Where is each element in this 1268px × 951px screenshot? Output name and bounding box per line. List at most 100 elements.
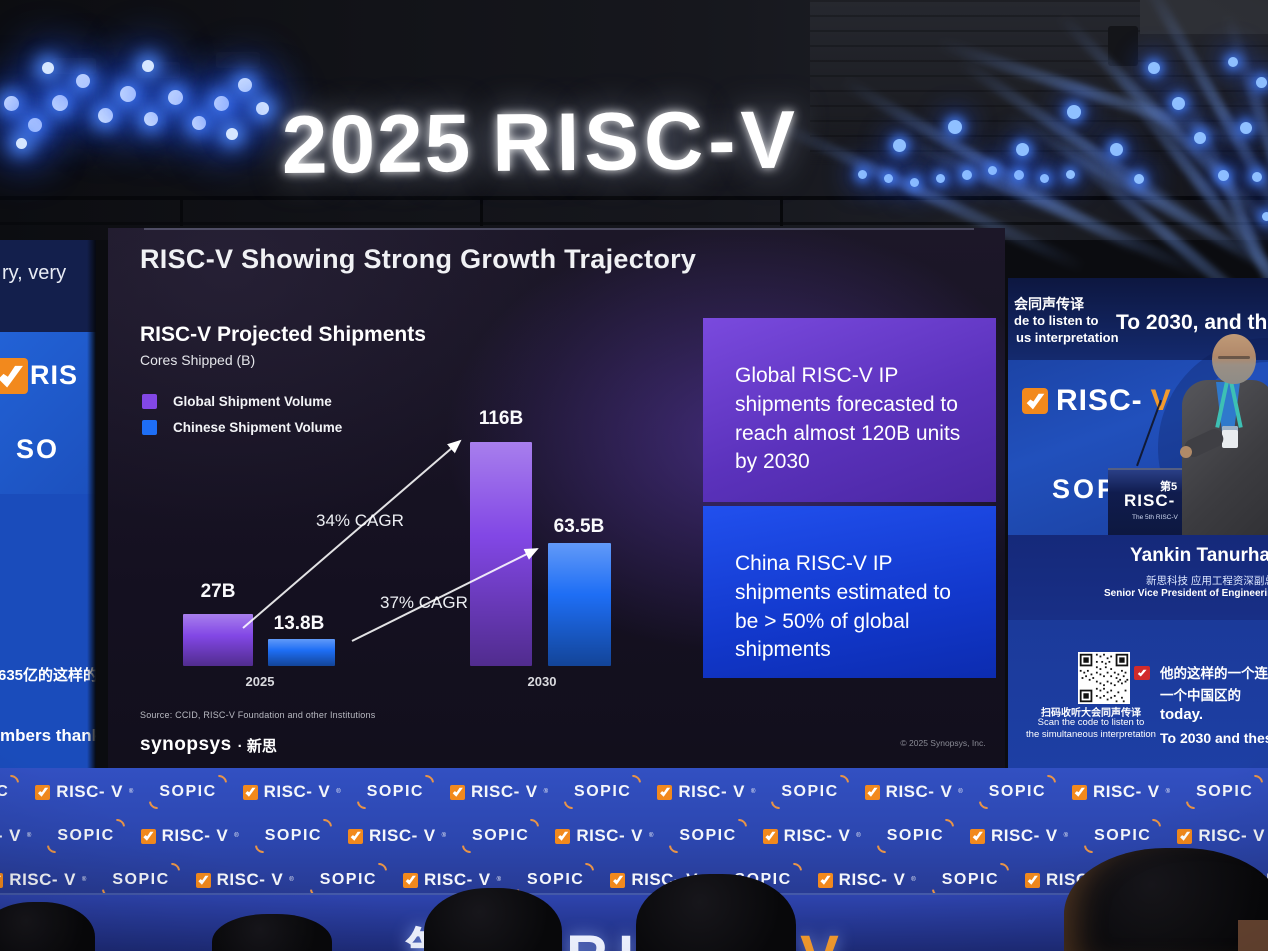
sopic-logo: SOPIC	[560, 771, 645, 813]
sopic-logo: SOPIC	[306, 859, 391, 901]
qr-code	[1078, 652, 1130, 704]
riscv-icon	[817, 872, 833, 888]
stage-light	[1040, 174, 1049, 183]
live-caption: To 2030, and these	[1116, 311, 1268, 334]
transcript-en1: today.	[1160, 706, 1204, 723]
riscv-icon	[970, 828, 986, 844]
synopsys-wordmark: synopsys	[140, 734, 232, 755]
light-fixture	[52, 58, 96, 74]
stage-light	[1194, 132, 1206, 144]
feed-sopic-fragment: SOP	[1052, 474, 1119, 504]
riscv-icon	[242, 784, 258, 800]
stage-light	[910, 178, 919, 187]
left-caption-mid: 635亿的这样的	[0, 667, 96, 684]
riscv-icon	[1072, 784, 1088, 800]
interp-caption-en2: us interpretation	[1016, 330, 1119, 345]
legend-item-china: Chinese Shipment Volume	[142, 420, 342, 435]
bar-global-2025	[183, 614, 253, 666]
annotation-37-cagr: 37% CAGR	[380, 593, 468, 612]
riscv-logo: RISC-V®	[35, 782, 133, 802]
riscv-logo: RISC-V®	[1072, 782, 1170, 802]
riscv-logo: RISC-V®	[0, 870, 86, 890]
riscv-icon	[0, 872, 4, 888]
presenter	[1176, 330, 1268, 535]
riscv-logo: RISC-V®	[449, 782, 548, 802]
bar-chart	[128, 428, 728, 666]
qr-caption-cn: 扫码收听大会同声传译	[1041, 708, 1141, 719]
bar-label-13-8b: 13.8B	[273, 613, 325, 634]
legend-label-global: Global Shipment Volume	[173, 394, 332, 409]
moving-head-light	[1108, 26, 1138, 66]
presenter-head	[1212, 334, 1256, 384]
sopic-logo: SOPIC	[0, 771, 23, 801]
podium-sub: The 5th RISC-V	[1132, 514, 1178, 521]
riscv-logo: RISC-V®	[195, 870, 294, 890]
right-screen-bottom	[1008, 620, 1268, 770]
riscv-icon	[0, 358, 28, 394]
presenter-hand	[1180, 446, 1192, 458]
riscv-icon	[864, 784, 880, 800]
bar-china-2025	[268, 639, 335, 666]
legend-swatch-global	[142, 394, 157, 409]
riscv-logo: RISC-V®	[242, 782, 341, 802]
stage-light	[214, 96, 229, 111]
sopic-logo: SOPIC	[666, 815, 750, 857]
riscv-icon	[1025, 872, 1041, 888]
synopsys-cn: · 新思	[237, 737, 277, 755]
transcript-cn2: 一个中国区的	[1160, 688, 1241, 703]
stage-light	[988, 166, 997, 175]
stage-light	[76, 74, 90, 88]
light-fixture	[216, 52, 260, 68]
stage-light	[238, 78, 252, 92]
audience-head	[424, 888, 562, 951]
interp-caption-cn: 会同声传译	[1014, 296, 1084, 312]
feed-riscv-prefix: RISC-	[1056, 384, 1143, 417]
riscv-icon	[140, 828, 156, 844]
truss-beam	[0, 196, 1268, 200]
stage-light	[893, 139, 906, 152]
stage-light	[936, 174, 945, 183]
riscv-icon	[347, 828, 363, 844]
left-screen-logo-panel: RIS SO	[0, 332, 96, 494]
stage-light	[120, 86, 136, 102]
stage-light	[1148, 62, 1160, 74]
riscv-logo: RISC-V®	[657, 782, 755, 802]
right-side-screen: 会同声传译 de to listen to us interpretation …	[1008, 278, 1268, 770]
qr-caption-en1: Scan the code to listen to	[1037, 717, 1145, 728]
riscv-logo: RISC-V®	[970, 826, 1068, 846]
stage-light	[168, 90, 183, 105]
event-sign: 2025 RISC-V	[281, 95, 862, 220]
stage-light	[1228, 57, 1238, 67]
sopic-logo: SOPIC	[1182, 771, 1267, 813]
riscv-logo: RISC-V®	[817, 870, 916, 890]
x-label-2025: 2025	[245, 674, 275, 689]
sopic-logo: SOPIC	[873, 815, 958, 857]
stage-light	[1172, 97, 1185, 110]
left-screen-caption-panel: ry, very	[0, 240, 96, 332]
audience-neck	[1238, 920, 1268, 951]
riscv-icon	[762, 828, 778, 844]
stage-light	[884, 174, 893, 183]
stage-light	[858, 170, 867, 179]
riscv-icon	[555, 828, 571, 844]
transcript-en2: To 2030 and these are very, ve	[1160, 730, 1268, 746]
sopic-logo: SOPIC	[928, 859, 1013, 901]
sopic-logo: SOPIC	[353, 771, 438, 813]
presentation-slide: RISC-V Showing Strong Growth Trajectory …	[108, 228, 1005, 768]
stage-light	[16, 138, 27, 149]
stage-light	[1016, 143, 1029, 156]
riscv-logo: RISC-V®	[1177, 826, 1268, 846]
truss-post	[780, 196, 783, 226]
speaker-title-cn: 新思科技 应用工程资深副总裁	[1146, 575, 1268, 587]
podium-cn: 第5	[1160, 481, 1178, 493]
sopic-logo: SOPIC	[146, 771, 230, 813]
riscv-icon	[449, 784, 465, 800]
stage-light	[1067, 105, 1081, 119]
stage-light	[1134, 174, 1144, 184]
legend-label-china: Chinese Shipment Volume	[173, 420, 343, 435]
stage-light	[1262, 212, 1268, 221]
callout-global: Global RISC-V IP shipments forecasted to…	[703, 318, 996, 502]
left-screen-transcript-panel: 635亿的这样的 mbers thanks to	[0, 494, 96, 768]
stage-light	[1218, 170, 1229, 181]
audience-head	[212, 914, 332, 951]
